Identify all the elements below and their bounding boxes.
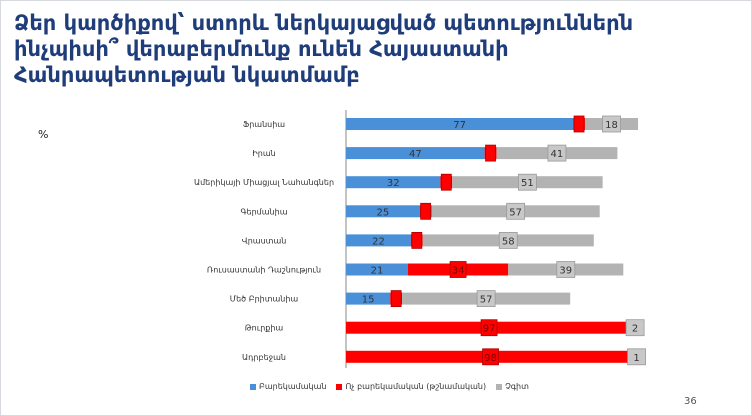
legend-swatch-unfriendly <box>336 383 343 390</box>
label-box-unfriendly <box>420 202 432 220</box>
bar-friendly <box>346 263 408 276</box>
legend-label-friendly: Բարեկամական <box>259 382 327 391</box>
data-label-dont-know: 41 <box>551 149 564 160</box>
data-label-dont-know: 39 <box>559 266 572 277</box>
data-label-friendly: 77 <box>453 120 466 131</box>
data-label-friendly: 21 <box>371 266 384 277</box>
bar-friendly <box>346 292 391 305</box>
slide-title: Ձեր կարծիքով՝ ստորև ներկայացված պետությո… <box>14 10 714 88</box>
legend-item-dont-know: Չգիտ <box>496 382 529 391</box>
data-label-friendly: 32 <box>387 178 400 189</box>
title-line-1: Ձեր կարծիքով՝ ստորև ներկայացված պետությո… <box>14 11 634 35</box>
data-label-dont-know: 2 <box>632 324 638 335</box>
data-label-dont-know: 1 <box>633 353 639 364</box>
bar-friendly <box>346 176 441 189</box>
data-label-unfriendly: 97 <box>483 324 496 335</box>
legend-swatch-friendly <box>250 383 256 390</box>
category-label: Ադրբեջան <box>242 353 286 362</box>
label-box-dont-know <box>602 115 621 133</box>
label-box-unfriendly <box>482 348 499 366</box>
label-box-unfriendly <box>411 231 423 249</box>
label-box-dont-know <box>498 231 518 249</box>
legend-label-unfriendly: Ոչ բարեկամական (թշնամական) <box>345 382 487 391</box>
label-box-unfriendly <box>449 261 467 278</box>
data-label-friendly: 25 <box>377 207 390 218</box>
label-box-unfriendly <box>573 115 585 133</box>
bar-friendly <box>346 147 485 160</box>
label-box-unfriendly <box>440 173 452 191</box>
label-box-unfriendly <box>390 290 402 308</box>
data-label-friendly: 15 <box>362 295 375 306</box>
bar-friendly <box>346 118 574 130</box>
data-label-dont-know: 18 <box>605 120 618 131</box>
category-label: Թուրքիա <box>245 324 284 333</box>
label-box-unfriendly <box>480 319 498 337</box>
label-box-dont-know <box>547 144 567 162</box>
bar-friendly <box>346 234 411 247</box>
category-label: Ռուսաստանի Դաշնություն <box>207 266 321 275</box>
label-box-dont-know <box>518 173 537 191</box>
label-box-dont-know <box>506 202 526 220</box>
data-label-unfriendly: 34 <box>452 266 465 277</box>
data-label-dont-know: 57 <box>480 295 493 306</box>
category-label: Մեծ Բրիտանիա <box>230 295 299 304</box>
legend-swatch-dont-know <box>496 383 503 390</box>
unit-label: % <box>38 128 49 141</box>
label-box-dont-know <box>625 319 645 337</box>
title-line-3: Հանրապետության նկատմամբ <box>14 63 360 87</box>
label-box-dont-know <box>476 290 496 308</box>
data-label-unfriendly: 98 <box>484 353 497 364</box>
category-label: Իրան <box>252 149 275 158</box>
data-label-dont-know: 51 <box>521 178 534 189</box>
title-line-2: ինչպիսի՞ վերաբերմունք ունեն Հայաստանի <box>14 37 509 61</box>
legend-item-unfriendly: Ոչ բարեկամական (թշնամական) <box>336 382 486 391</box>
label-box-dont-know <box>627 348 646 366</box>
label-box-dont-know <box>556 261 576 278</box>
label-box-unfriendly <box>485 144 496 162</box>
legend-label-dont-know: Չգիտ <box>505 382 529 391</box>
chart-legend: Բարեկամական Ոչ բարեկամական (թշնամական) Չ… <box>250 382 529 391</box>
page-number: 36 <box>684 396 697 407</box>
data-label-dont-know: 58 <box>502 236 515 247</box>
data-label-friendly: 22 <box>372 236 385 247</box>
category-label: Ամերիկայի Միացյալ Նահանգներ <box>194 178 334 187</box>
data-label-friendly: 47 <box>409 149 422 160</box>
legend-item-friendly: Բարեկամական <box>250 382 326 391</box>
category-label: Վրաստան <box>242 236 287 245</box>
category-label: Գերմանիա <box>241 207 288 216</box>
bar-friendly <box>346 205 420 218</box>
category-label: Ֆրանսիա <box>243 120 285 129</box>
data-label-dont-know: 57 <box>509 207 522 218</box>
